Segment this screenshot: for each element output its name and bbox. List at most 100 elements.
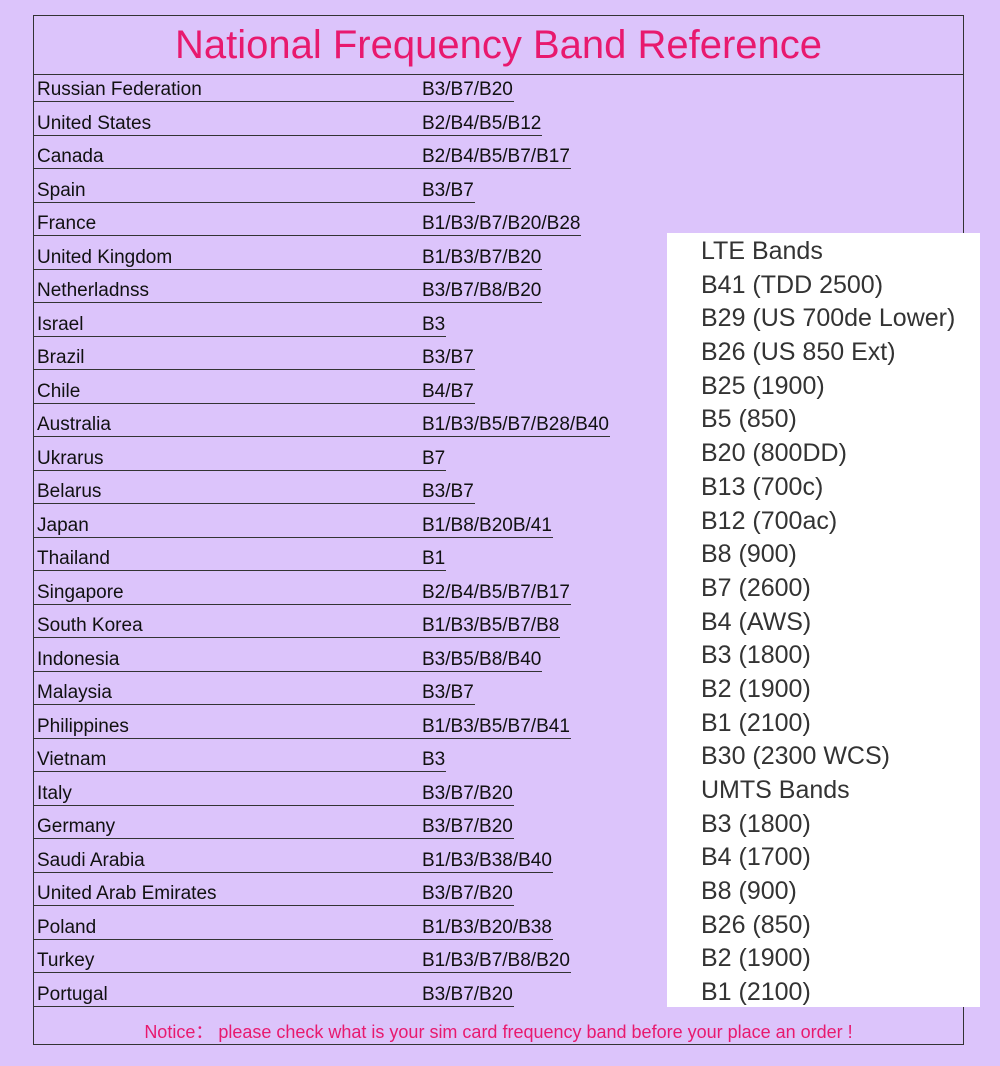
band-group-heading: UMTS Bands [701,776,850,804]
country-name: Brazil [37,347,85,368]
country-bands: B3/B7 [422,179,474,201]
country-bands: B3/B7/B20 [422,883,513,904]
notice-text: Notice： please check what is your sim ca… [144,1022,853,1042]
row-underline: United Kingdom B1/B3/B7/B20 [34,246,543,270]
row-underline: Spain B3/B7 [34,180,475,203]
country-name: Belarus [37,481,102,502]
country-name: France [37,213,97,234]
country-bands: B1/B3/B7/B20/B28 [422,213,581,234]
row-underline: Philippines B1/B3/B5/B7/B41 [34,716,571,739]
country-name: Israel [37,313,84,335]
country-bands: B1/B3/B7/B20 [422,246,542,268]
row-underline: Canada B2/B4/B5/B7/B17 [34,146,571,169]
row-underline: Russian Federation B3/B7/B20 [34,79,514,102]
row-underline: United States B2/B4/B5/B12 [34,112,543,136]
table-row: Malaysia B3/B7 [34,682,610,716]
table-row: Chile B4/B7 [34,381,610,415]
band-item: B1 (2100) [701,708,811,737]
band-item: B26 (850) [701,910,811,939]
band-item: B5 (850) [701,405,797,434]
band-item: B8 (900) [701,540,797,569]
country-bands: B4/B7 [422,380,474,402]
reference-table: National Frequency Band Reference Russia… [33,15,964,1045]
band-item: B26 (US 850 Ext) [701,338,896,367]
country-name: Singapore [37,581,124,603]
band-item: B13 (700c) [701,472,824,501]
country-bands: B3/B7/B20 [422,983,513,1005]
country-name: Spain [37,179,86,201]
country-name: Malaysia [37,682,112,703]
country-bands: B3/B7/B20 [422,782,513,804]
table-row: Indonesia B3/B5/B8/B40 [34,649,610,683]
row-underline: Japan B1/B8/B20B/41 [34,515,553,538]
country-name: Russian Federation [37,79,202,100]
table-row: United Kingdom B1/B3/B7/B20 [34,247,610,281]
country-name: Germany [37,816,116,837]
table-row: Vietnam B3 [34,749,610,783]
country-name: Vietnam [37,749,107,770]
country-name: Saudi Arabia [37,849,145,871]
country-bands: B2/B4/B5/B12 [422,112,542,134]
band-item: B12 (700ac) [701,506,838,535]
table-row: Philippines B1/B3/B5/B7/B41 [34,716,610,750]
table-row: Thailand B1 [34,548,610,582]
country-bands: B2/B4/B5/B7/B17 [422,146,570,167]
band-item: B20 (800DD) [701,439,847,468]
table-row: Germany B3/B7/B20 [34,816,610,850]
row-underline: Australia B1/B3/B5/B7/B28/B40 [34,414,610,437]
country-name: Philippines [37,715,129,737]
band-list-panel: LTE Bands B41 (TDD 2500) B29 (US 700de Low… [667,233,980,1007]
band-group-heading: LTE Bands [701,237,823,265]
row-underline: Germany B3/B7/B20 [34,816,514,839]
page-title: National Frequency Band Reference [34,16,963,75]
country-name: United Arab Emirates [37,883,217,904]
country-bands: B1/B3/B5/B7/B41 [422,715,570,737]
country-bands: B3 [422,313,446,335]
country-bands: B3/B7/B20 [422,816,513,837]
row-underline: Thailand B1 [34,548,447,571]
row-underline: Portugal B3/B7/B20 [34,984,514,1007]
band-item: B3 (1800) [701,809,811,838]
country-bands: B3/B7/B8/B20 [422,280,542,301]
row-underline: Italy B3/B7/B20 [34,783,514,806]
country-name: Italy [37,782,72,804]
country-bands: B1/B8/B20B/41 [422,514,552,536]
table-row: Israel B3 [34,314,610,348]
country-bands: B1/B3/B5/B7/B28/B40 [422,414,609,435]
country-name: Australia [37,414,111,435]
country-bands: B1/B3/B38/B40 [422,849,552,871]
table-row: Portugal B3/B7/B20 [34,984,610,1018]
row-underline: Singapore B2/B4/B5/B7/B17 [34,582,571,605]
table-row: Netherladnss B3/B7/B8/B20 [34,280,610,314]
row-underline: Vietnam B3 [34,749,447,772]
country-bands: B1/B3/B20/B38 [422,916,552,938]
table-row: Singapore B2/B4/B5/B7/B17 [34,582,610,616]
row-underline: South Korea B1/B3/B5/B7/B8 [34,615,561,638]
country-name: Ukrarus [37,447,104,469]
band-item: B30 (2300 WCS) [701,742,890,771]
band-item: B1 (2100) [701,978,811,1007]
table-row: Canada B2/B4/B5/B7/B17 [34,146,610,180]
band-item: B25 (1900) [701,371,825,400]
band-item: B2 (1900) [701,944,811,973]
country-bands: B1/B3/B5/B7/B8 [422,615,560,636]
table-row: United Arab Emirates B3/B7/B20 [34,883,610,917]
country-name: Portugal [37,983,108,1005]
country-name: Poland [37,916,97,938]
band-item: B41 (TDD 2500) [701,270,884,299]
table-row: Russian Federation B3/B7/B20 [34,79,610,113]
row-underline: Malaysia B3/B7 [34,682,475,705]
row-underline: Saudi Arabia B1/B3/B38/B40 [34,850,553,873]
country-name: South Korea [37,615,143,636]
table-row: Japan B1/B8/B20B/41 [34,515,610,549]
country-name: United States [37,112,152,134]
country-bands: B3/B7 [422,481,474,502]
country-bands: B1 [422,548,446,569]
row-underline: Chile B4/B7 [34,381,475,404]
table-row: Spain B3/B7 [34,180,610,214]
country-bands: B3/B5/B8/B40 [422,648,542,670]
country-bands: B1/B3/B7/B8/B20 [422,950,570,971]
band-item: B8 (900) [701,877,797,906]
country-bands: B2/B4/B5/B7/B17 [422,581,570,603]
row-underline: United Arab Emirates B3/B7/B20 [34,883,514,906]
